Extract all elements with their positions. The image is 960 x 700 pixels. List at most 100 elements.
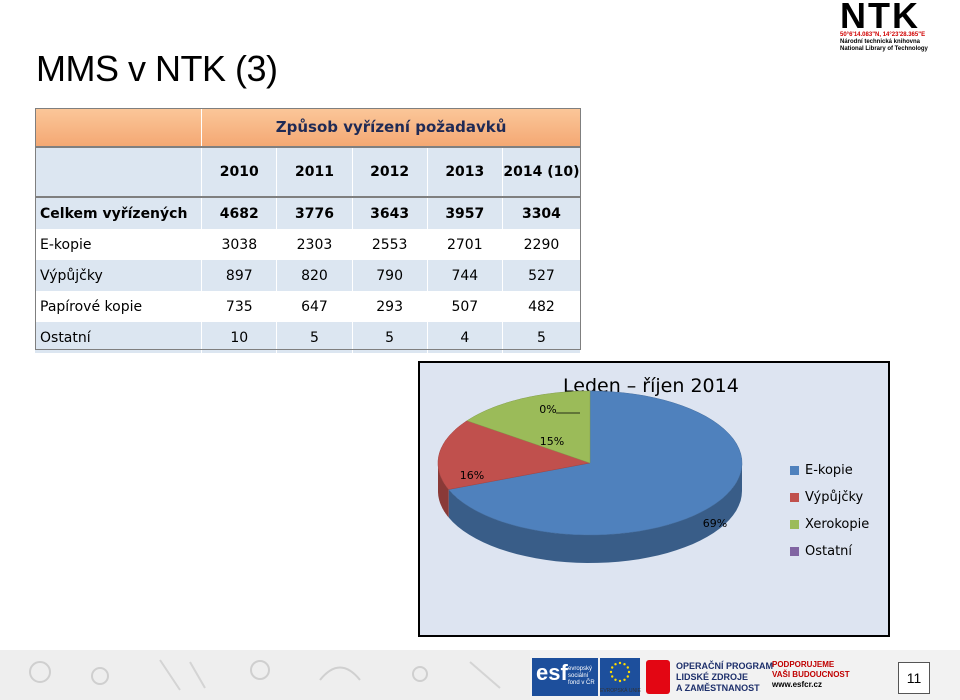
ntk-logo-line1: Národní technická knihovna: [840, 39, 921, 45]
legend-swatch: [790, 466, 799, 475]
legend-label: Ostatní: [805, 544, 853, 559]
tagline-line1: PODPORUJEME: [772, 660, 835, 669]
legend-swatch: [790, 547, 799, 556]
year-header: 2010: [201, 147, 278, 198]
esf-logo: esf evropský sociální fond v ČR: [532, 658, 598, 696]
cell-value: 744: [427, 260, 503, 291]
esf-logo-small: evropský sociální fond v ČR: [568, 666, 595, 686]
table-row: Celkem vyřízených 4682 3776 3643 3957 33…: [35, 197, 582, 229]
cell-value: 3304: [502, 197, 582, 229]
cell-value: 735: [201, 291, 278, 322]
legend-item: Výpůjčky: [790, 484, 869, 511]
pie-chart-plot: 69% 16% 15% 0%: [437, 390, 743, 563]
tagline-logo: PODPORUJEME VAŠI BUDOUCNOST www.esfcr.cz: [772, 660, 852, 690]
eu-star: [618, 679, 622, 683]
cell-value: 507: [427, 291, 503, 322]
slide-title: MMS v NTK (3): [36, 48, 278, 89]
eu-star: [614, 663, 617, 666]
cell-value: 5: [502, 322, 582, 353]
table-caption-row: Způsob vyřízení požadavků: [35, 108, 581, 148]
year-header: 2011: [276, 147, 353, 198]
tagline-line2: VAŠI BUDOUCNOST: [772, 670, 850, 679]
legend-item: Xerokopie: [790, 511, 869, 538]
ntk-logo: NTK 50°6'14.083"N, 14°23'28.365"E Národn…: [840, 0, 936, 52]
pie-slice-xerokopie: [466, 390, 591, 464]
year-header: 2012: [352, 147, 428, 198]
eu-star: [618, 661, 622, 665]
ntk-logo-line2: National Library of Technology: [840, 46, 928, 52]
op-line3: A ZAMĚSTNANOST: [676, 683, 760, 693]
ntk-logo-coords: 50°6'14.083"N, 14°23'28.365"E: [840, 32, 926, 38]
legend-label: Výpůjčky: [805, 490, 864, 505]
eu-star: [623, 663, 626, 666]
cell-value: 2303: [276, 229, 353, 260]
cell-value: 4682: [201, 197, 278, 229]
row-label: Celkem vyřízených: [35, 197, 203, 229]
legend-label: Xerokopie: [805, 517, 870, 532]
eu-star: [626, 666, 629, 669]
year-header: 2014 (10): [502, 147, 582, 198]
cell-value: 10: [201, 322, 278, 353]
pie-slice-výpůjčky: [437, 420, 591, 490]
cell-value: 482: [502, 291, 582, 322]
cell-value: 3957: [427, 197, 503, 229]
eu-star: [626, 675, 629, 678]
cell-value: 3643: [352, 197, 428, 229]
requests-table: Způsob vyřízení požadavků 2010 2011 2012…: [35, 108, 582, 353]
esf-logo-text: esf: [536, 660, 568, 685]
row-label: Ostatní: [35, 322, 203, 353]
cell-value: 4: [427, 322, 503, 353]
cell-value: 5: [352, 322, 428, 353]
pie-data-label: 0%: [539, 403, 556, 416]
table-header-row: 2010 2011 2012 2013 2014 (10): [35, 147, 582, 198]
pie-data-label: 15%: [540, 435, 564, 448]
cell-value: 527: [502, 260, 582, 291]
cell-value: 2553: [352, 229, 428, 260]
op-logo: OPERAČNÍ PROGRAM LIDSKÉ ZDROJE A ZAMĚSTN…: [646, 658, 773, 696]
page-number: 11: [898, 662, 930, 694]
op-line1: OPERAČNÍ PROGRAM: [676, 661, 774, 671]
pie-data-label: 69%: [703, 517, 727, 530]
table-row: E-kopie 3038 2303 2553 2701 2290: [35, 229, 582, 260]
eu-star: [609, 670, 613, 674]
row-label: Papírové kopie: [35, 291, 203, 322]
cell-value: 293: [352, 291, 428, 322]
legend-swatch: [790, 493, 799, 502]
cell-value: 647: [276, 291, 353, 322]
cell-value: 820: [276, 260, 353, 291]
legend-label: E-kopie: [805, 463, 853, 478]
eu-star: [614, 678, 617, 681]
cell-value: 897: [201, 260, 278, 291]
row-label: Výpůjčky: [35, 260, 203, 291]
pie-data-label: 16%: [460, 469, 484, 482]
legend-item: Ostatní: [790, 538, 869, 565]
cell-value: 5: [276, 322, 353, 353]
cell-value: 3776: [276, 197, 353, 229]
cell-value: 790: [352, 260, 428, 291]
table-row: Ostatní 10 5 5 4 5: [35, 322, 582, 353]
legend-item: E-kopie: [790, 457, 869, 484]
op-logo-badge-icon: [646, 660, 670, 694]
eu-star: [627, 670, 631, 674]
eu-star: [611, 666, 614, 669]
eu-flag-icon: [600, 658, 640, 696]
cell-value: 2290: [502, 229, 582, 260]
tagline-url: www.esfcr.cz: [772, 680, 822, 689]
eu-caption: EVROPSKÁ UNIE: [600, 688, 641, 694]
table-row: Výpůjčky 897 820 790 744 527: [35, 260, 582, 291]
table-caption: Způsob vyřízení požadavků: [201, 108, 581, 148]
legend-swatch: [790, 520, 799, 529]
pie-chart: Leden – říjen 2014 69% 16% 15% 0% E-kopie Vý…: [418, 361, 890, 637]
pie-slice-side: [448, 463, 742, 563]
pie-slice-e-kopie: [448, 390, 743, 536]
chart-legend: E-kopie Výpůjčky Xerokopie Ostatní: [790, 457, 869, 565]
table-row: Papírové kopie 735 647 293 507 482: [35, 291, 582, 322]
footer-sketch-image: [0, 650, 530, 700]
row-label: E-kopie: [35, 229, 203, 260]
ntk-logo-letters: NTK: [840, 0, 920, 36]
cell-value: 2701: [427, 229, 503, 260]
eu-star: [611, 675, 614, 678]
op-line2: LIDSKÉ ZDROJE: [676, 672, 749, 682]
year-header: 2013: [427, 147, 503, 198]
cell-value: 3038: [201, 229, 278, 260]
